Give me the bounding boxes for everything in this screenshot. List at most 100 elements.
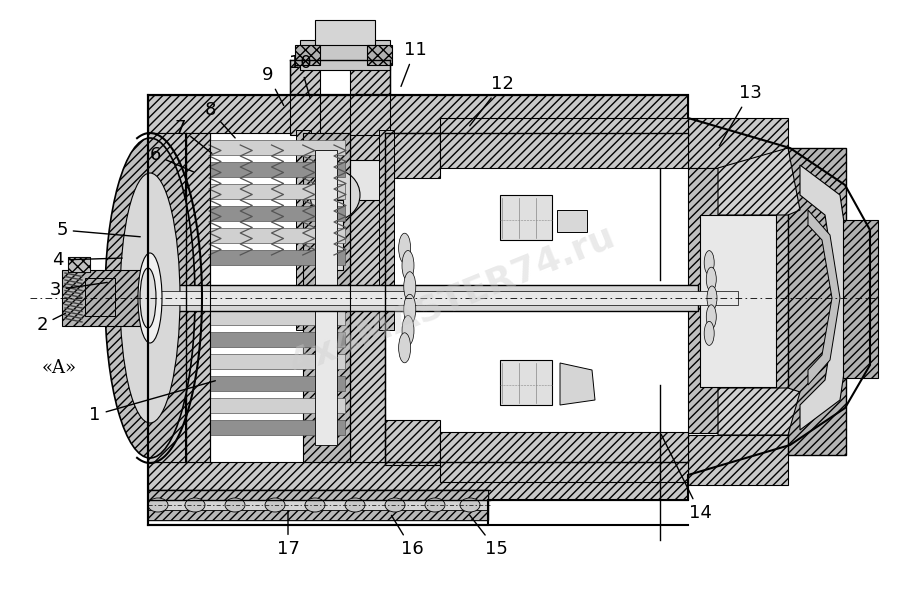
Bar bbox=[210, 206, 345, 221]
Bar bbox=[210, 310, 345, 325]
Bar bbox=[148, 490, 488, 520]
Ellipse shape bbox=[704, 251, 714, 275]
Bar bbox=[98, 285, 698, 311]
Bar bbox=[440, 118, 688, 168]
Text: 2: 2 bbox=[36, 313, 65, 334]
Bar bbox=[300, 40, 390, 70]
Bar bbox=[68, 257, 90, 272]
Polygon shape bbox=[560, 363, 595, 405]
Bar bbox=[148, 133, 186, 462]
Ellipse shape bbox=[402, 316, 414, 346]
Bar bbox=[68, 257, 90, 272]
Bar bbox=[210, 250, 345, 265]
Text: 6: 6 bbox=[149, 146, 194, 172]
Ellipse shape bbox=[425, 498, 445, 512]
Ellipse shape bbox=[148, 498, 168, 512]
Text: 10: 10 bbox=[289, 54, 311, 98]
Text: «A»: «A» bbox=[42, 359, 77, 377]
Bar bbox=[85, 278, 115, 316]
Text: 7: 7 bbox=[175, 119, 212, 153]
Bar bbox=[290, 60, 320, 135]
Bar bbox=[148, 95, 688, 133]
Bar bbox=[557, 210, 587, 232]
Bar bbox=[185, 133, 210, 462]
Bar bbox=[296, 160, 394, 200]
Bar bbox=[385, 420, 440, 465]
Bar bbox=[210, 162, 345, 177]
Bar bbox=[379, 130, 394, 330]
Bar bbox=[315, 20, 375, 45]
Bar bbox=[210, 398, 345, 413]
Ellipse shape bbox=[460, 498, 480, 512]
Bar bbox=[500, 360, 552, 405]
Bar bbox=[688, 435, 788, 485]
Ellipse shape bbox=[402, 251, 414, 280]
Bar bbox=[385, 133, 440, 178]
Ellipse shape bbox=[265, 498, 285, 512]
Bar bbox=[296, 130, 311, 330]
Ellipse shape bbox=[707, 286, 717, 310]
Bar bbox=[210, 332, 345, 347]
Text: 11: 11 bbox=[401, 41, 426, 86]
Text: 14: 14 bbox=[662, 434, 711, 522]
Ellipse shape bbox=[398, 233, 411, 263]
Bar bbox=[315, 150, 337, 445]
Text: 4x4MASTER74.ru: 4x4MASTER74.ru bbox=[285, 219, 620, 381]
Bar bbox=[210, 354, 345, 369]
Polygon shape bbox=[718, 148, 800, 215]
Bar bbox=[210, 140, 345, 155]
Bar bbox=[148, 291, 738, 305]
Ellipse shape bbox=[704, 322, 714, 346]
Ellipse shape bbox=[398, 333, 411, 363]
Text: 4: 4 bbox=[52, 251, 122, 269]
Bar bbox=[367, 45, 392, 65]
Bar bbox=[700, 215, 776, 387]
Ellipse shape bbox=[404, 294, 415, 324]
Bar bbox=[295, 45, 320, 65]
Ellipse shape bbox=[140, 268, 156, 328]
Bar bbox=[843, 220, 878, 378]
Text: 16: 16 bbox=[392, 515, 424, 558]
Bar bbox=[148, 510, 488, 520]
Text: 12: 12 bbox=[470, 75, 513, 126]
Bar bbox=[62, 270, 148, 326]
Bar bbox=[500, 195, 552, 240]
Bar bbox=[688, 118, 788, 168]
Bar bbox=[788, 148, 846, 455]
Text: 9: 9 bbox=[262, 66, 284, 106]
Ellipse shape bbox=[706, 305, 716, 329]
Ellipse shape bbox=[305, 498, 325, 512]
Bar bbox=[210, 376, 345, 391]
Ellipse shape bbox=[404, 272, 415, 302]
Ellipse shape bbox=[706, 267, 716, 291]
Polygon shape bbox=[808, 210, 840, 385]
Text: 13: 13 bbox=[719, 84, 761, 146]
Ellipse shape bbox=[185, 498, 205, 512]
Bar bbox=[350, 133, 385, 462]
Bar bbox=[327, 200, 343, 270]
Bar bbox=[440, 432, 688, 482]
Text: 8: 8 bbox=[205, 101, 235, 138]
Ellipse shape bbox=[120, 173, 180, 423]
Bar bbox=[350, 60, 390, 135]
Ellipse shape bbox=[345, 498, 365, 512]
Bar bbox=[688, 168, 788, 433]
Bar bbox=[210, 184, 345, 199]
Text: 1: 1 bbox=[90, 381, 215, 424]
Ellipse shape bbox=[105, 138, 195, 458]
Bar bbox=[210, 420, 345, 435]
Bar bbox=[148, 462, 688, 500]
Ellipse shape bbox=[310, 170, 360, 220]
Text: 3: 3 bbox=[49, 281, 108, 299]
Bar bbox=[148, 490, 488, 500]
Ellipse shape bbox=[385, 498, 405, 512]
Ellipse shape bbox=[138, 253, 162, 343]
Text: 5: 5 bbox=[56, 221, 140, 239]
Polygon shape bbox=[718, 388, 800, 435]
Polygon shape bbox=[800, 165, 855, 430]
Text: 17: 17 bbox=[277, 511, 300, 558]
Text: 15: 15 bbox=[470, 515, 508, 558]
Ellipse shape bbox=[225, 498, 245, 512]
Bar bbox=[303, 133, 350, 462]
Bar bbox=[210, 228, 345, 243]
